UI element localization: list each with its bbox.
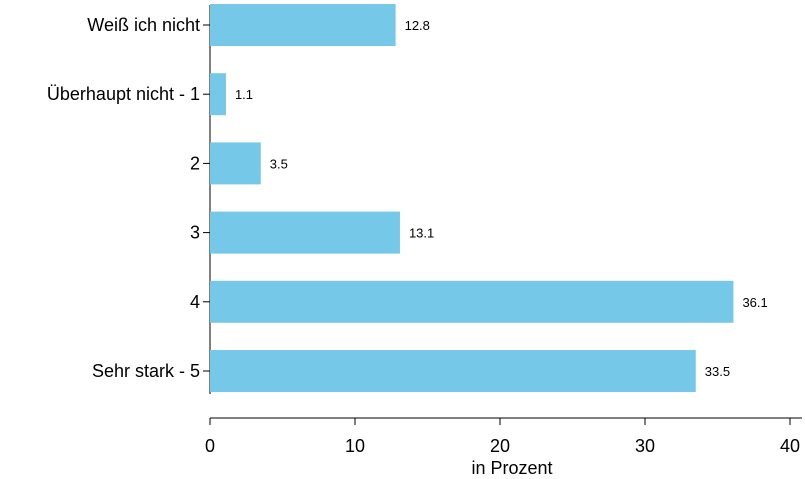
bar [210,280,734,323]
bar [210,73,226,116]
category-label: Weiß ich nicht [87,15,200,35]
x-tick-label: 30 [635,436,655,456]
category-label: 4 [190,292,200,312]
x-axis: 0 10 20 30 40 [205,417,802,456]
bar [210,350,696,392]
bar [210,211,400,254]
bar [210,142,261,185]
category-label: 2 [190,153,200,173]
value-label: 33.5 [705,364,730,379]
category-label: 3 [190,223,200,243]
category-label: Überhaupt nicht - 1 [47,84,200,104]
value-label: 13.1 [409,226,434,241]
x-tick-label: 10 [345,436,365,456]
x-tick-label: 40 [780,436,800,456]
x-tick-label: 0 [205,436,215,456]
x-axis-title: in Prozent [471,458,552,478]
y-axis: Weiß ich nicht Überhaupt nicht - 1 2 3 4 Sehr… [47,5,211,394]
value-label: 3.5 [270,156,288,171]
value-label: 36.1 [742,295,767,310]
bar [210,4,396,46]
value-label: 1.1 [235,87,253,102]
bars-group: 12.8 1.1 3.5 13.1 36.1 33.5 [210,4,768,392]
x-tick-label: 20 [490,436,510,456]
value-label: 12.8 [405,18,430,33]
category-label: Sehr stark - 5 [92,361,200,381]
